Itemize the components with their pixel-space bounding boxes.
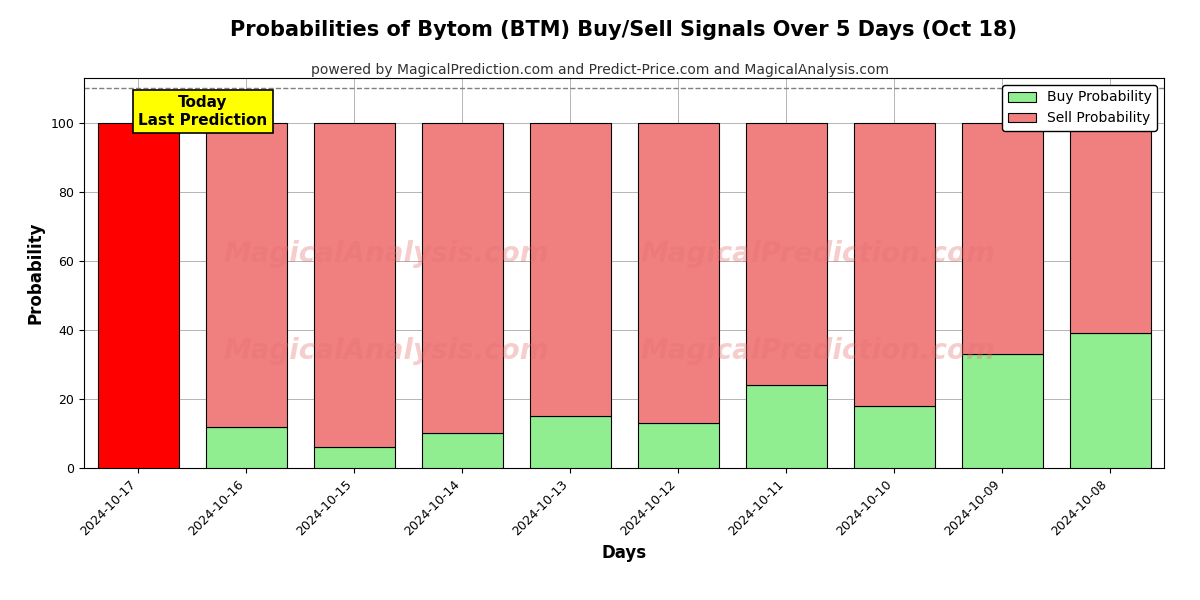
X-axis label: Days: Days [601,544,647,562]
Bar [1069,334,1151,468]
Legend: Buy Probability, Sell Probability: Buy Probability, Sell Probability [1002,85,1157,131]
Bar [313,447,395,468]
Bar [529,416,611,468]
Bar [97,123,179,468]
Bar [313,123,395,447]
Text: MagicalAnalysis.com: MagicalAnalysis.com [223,239,550,268]
Bar [637,423,719,468]
Title: Probabilities of Bytom (BTM) Buy/Sell Signals Over 5 Days (Oct 18): Probabilities of Bytom (BTM) Buy/Sell Si… [230,20,1018,40]
Bar [853,406,935,468]
Bar [745,123,827,385]
Bar [421,433,503,468]
Text: MagicalAnalysis.com: MagicalAnalysis.com [223,337,550,365]
Bar [1069,123,1151,334]
Text: MagicalPrediction.com: MagicalPrediction.com [641,239,996,268]
Text: Today
Last Prediction: Today Last Prediction [138,95,268,128]
Bar [205,427,287,468]
Bar [853,123,935,406]
Bar [421,123,503,433]
Bar [637,123,719,423]
Y-axis label: Probability: Probability [26,222,44,324]
Bar [961,354,1043,468]
Text: MagicalPrediction.com: MagicalPrediction.com [641,337,996,365]
Bar [961,123,1043,354]
Bar [205,123,287,427]
Bar [745,385,827,468]
Text: powered by MagicalPrediction.com and Predict-Price.com and MagicalAnalysis.com: powered by MagicalPrediction.com and Pre… [311,63,889,77]
Bar [529,123,611,416]
